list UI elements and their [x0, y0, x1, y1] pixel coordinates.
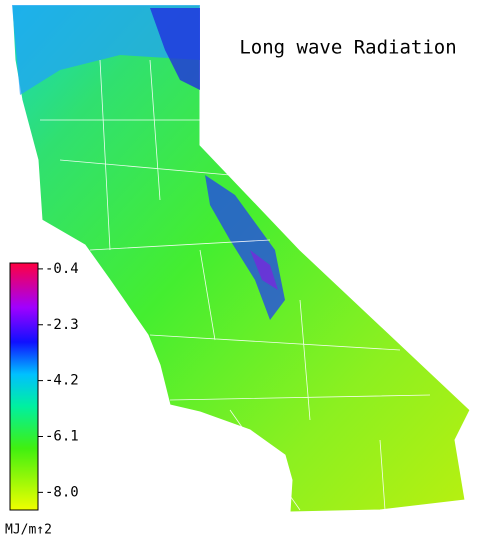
california-land: [11, 4, 471, 513]
colorbar: [9, 262, 39, 511]
colorbar-tick-label: -4.2: [45, 373, 79, 389]
north-high-region: [12, 5, 200, 95]
sierra-blue: [205, 175, 285, 320]
colorbar-tick-label: -0.4: [45, 261, 79, 277]
sierra-purple: [250, 250, 278, 290]
colorbar-unit: MJ/m↑2: [5, 523, 52, 538]
colorbar-tick-label: -2.3: [45, 317, 79, 333]
map-title: Long wave Radiation: [239, 37, 456, 59]
colorbar-tick-label: -8.0: [45, 484, 79, 500]
colorbar-tick-label: -6.1: [45, 428, 79, 444]
northeast-blue: [150, 8, 200, 90]
county-lines: [40, 59, 431, 511]
